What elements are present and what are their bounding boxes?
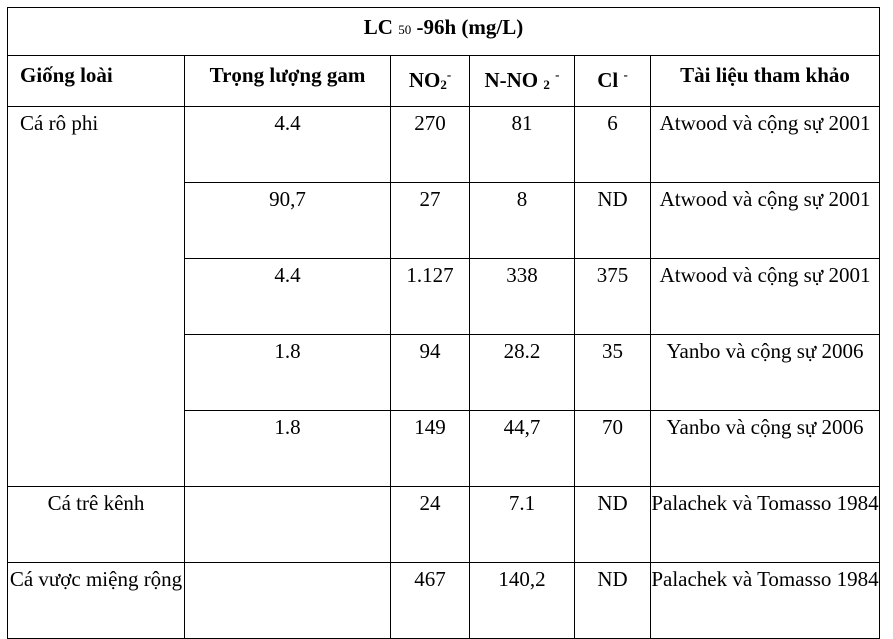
cell-n-no2: 140,2 (469, 562, 575, 639)
cell-n-no2: 7.1 (469, 486, 575, 563)
cell-no2: 270 (390, 106, 470, 183)
cell-cl: 70 (574, 410, 651, 487)
cell-n-no2: 81 (469, 106, 575, 183)
cell-species: Cá trê kênh (7, 486, 185, 563)
cell-cl: 375 (574, 258, 651, 335)
table-row: Cá rô phi 4.4 270 81 6 Atwood và cộng sự… (7, 106, 881, 487)
cell-reference: Palachek và Tomasso 1984 (649, 486, 881, 563)
cell-weight: 4.4 (184, 258, 391, 335)
cell-cl: ND (574, 182, 651, 259)
cell-weight: 1.8 (184, 334, 391, 411)
header-weight: Trọng lượng gam (184, 55, 391, 107)
header-no2: NO2- (390, 55, 470, 107)
lc50-table: LC 50 -96h (mg/L) Giống loài Trọng lượng… (6, 7, 881, 639)
header-species: Giống loài (7, 55, 185, 107)
cell-no2: 24 (390, 486, 470, 563)
header-reference: Tài liệu tham khảo (649, 55, 881, 107)
cell-no2: 27 (390, 182, 470, 259)
cell-reference: Atwood và cộng sự 2001 (649, 106, 881, 183)
cell-cl: 35 (574, 334, 651, 411)
cell-weight: 90,7 (184, 182, 391, 259)
table-row: Cá trê kênh 24 7.1 ND Palachek và Tomass… (7, 486, 881, 563)
cell-no2: 467 (390, 562, 470, 639)
table-row: 4.4 1.127 338 375 Atwood và cộng sự 2001 (8, 258, 881, 335)
header-cl: Cl - (574, 55, 651, 107)
cell-weight (184, 486, 391, 563)
cell-n-no2: 338 (469, 258, 575, 335)
cell-reference: Yanbo và cộng sự 2006 (649, 334, 881, 411)
cell-cl: ND (574, 562, 651, 639)
header-n-no2: N-NO 2 - (469, 55, 575, 107)
cell-cl: 6 (574, 106, 651, 183)
cell-weight: 1.8 (184, 410, 391, 487)
cell-reference: Atwood và cộng sự 2001 (649, 182, 881, 259)
cell-n-no2: 44,7 (469, 410, 575, 487)
table-row: Cá vược miệng rộng 467 140,2 ND Palachek… (7, 562, 881, 639)
cell-reference: Atwood và cộng sự 2001 (649, 258, 881, 335)
cell-n-no2: 28.2 (469, 334, 575, 411)
cell-reference: Palachek và Tomasso 1984 (649, 562, 881, 639)
cell-weight (184, 562, 391, 639)
cell-no2: 1.127 (390, 258, 470, 335)
table-row: 90,7 27 8 ND Atwood và cộng sự 2001 (8, 182, 881, 259)
table-title-row: LC 50 -96h (mg/L) (6, 7, 881, 56)
cell-no2: 149 (390, 410, 470, 487)
table-header-row: Giống loài Trọng lượng gam NO2- N-NO 2 -… (7, 55, 881, 107)
cell-cl: ND (574, 486, 651, 563)
cell-weight: 4.4 (184, 106, 391, 183)
cell-n-no2: 8 (469, 182, 575, 259)
cell-species: Cá vược miệng rộng (7, 562, 185, 639)
table-row: 1.8 149 44,7 70 Yanbo và cộng sự 2006 (8, 410, 881, 487)
cell-reference: Yanbo và cộng sự 2006 (649, 410, 881, 487)
cell-species: Cá rô phi (7, 106, 185, 487)
cell-no2: 94 (390, 334, 470, 411)
table-title: LC 50 -96h (mg/L) (6, 7, 881, 56)
